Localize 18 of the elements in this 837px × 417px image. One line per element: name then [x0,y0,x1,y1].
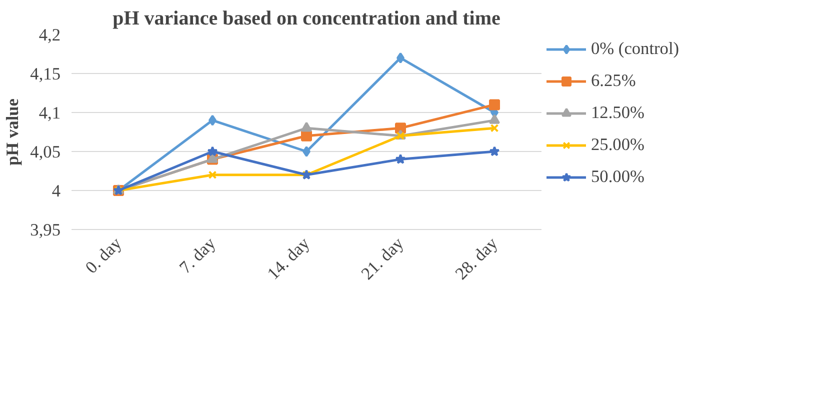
x-tick-label: 21. day [358,234,408,284]
legend-label: 12.50% [591,103,644,123]
legend-label: 25.00% [591,135,644,155]
x-tick-label: 7. day [176,234,220,278]
legend-label: 0% (control) [591,39,680,59]
chart-title: pH variance based on concentration and time [112,8,501,30]
x-tick-label: 14. day [264,234,314,284]
y-tick-label: 3,95 [30,220,61,240]
legend-label: 6.25% [591,71,636,91]
y-tick-label: 4 [52,182,61,200]
y-tick-label: 4,15 [30,64,61,84]
y-tick-label: 4,05 [30,142,61,162]
legend-label: 50.00% [591,167,644,187]
x-tick-label: 28. day [452,234,502,284]
y-tick-label: 4,2 [38,26,61,44]
y-axis-title: pH value [3,98,22,166]
x-tick-label: 0. day [82,234,126,278]
y-tick-label: 4,1 [38,104,61,122]
